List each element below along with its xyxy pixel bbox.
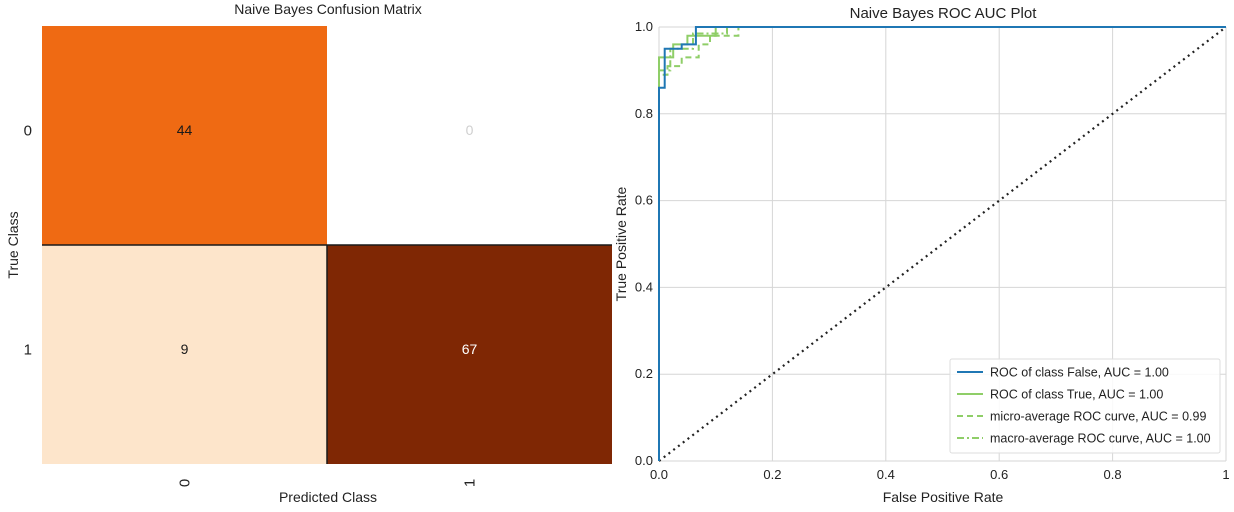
cm-cells: 44 0 9 67 (42, 26, 612, 464)
cm-xtick-1: 1 (462, 479, 479, 487)
roc-ytick-4: 0.8 (635, 106, 653, 121)
roc-series-line-0 (658, 26, 1226, 461)
roc-series (658, 26, 1227, 462)
roc-ytick-5: 1.0 (635, 19, 653, 34)
roc-legend: ROC of class False, AUC = 1.00 ROC of cla… (949, 358, 1221, 454)
roc-ytick-3: 0.6 (635, 193, 653, 208)
cm-cell-label-1-0: 9 (181, 341, 189, 357)
roc-title: Naive Bayes ROC AUC Plot (850, 5, 1038, 22)
roc-xtick-3: 0.6 (990, 467, 1008, 482)
roc-legend-label-1: ROC of class True, AUC = 1.00 (990, 388, 1163, 402)
confusion-matrix-chart: Naive Bayes Confusion Matrix 44 0 9 67 0 1 0 1… (5, 1, 612, 505)
roc-series-line-3 (658, 26, 1226, 461)
cm-cell-label-0-0: 44 (177, 122, 193, 138)
roc-xtick-2: 0.4 (877, 467, 895, 482)
cm-cell-label-1-1: 67 (462, 341, 478, 357)
cm-ytick-0: 0 (24, 122, 32, 139)
roc-legend-label-3: macro-average ROC curve, AUC = 1.00 (990, 432, 1211, 446)
roc-ytick-0: 0.0 (635, 453, 653, 468)
roc-ylabel: True Positive Rate (613, 186, 629, 301)
roc-xtick-1: 0.2 (763, 467, 781, 482)
roc-xlabel: False Positive Rate (883, 489, 1004, 505)
roc-xtick-0: 0.0 (650, 467, 668, 482)
roc-ytick-1: 0.2 (635, 366, 653, 381)
roc-xtick-5: 1 (1222, 467, 1229, 482)
cm-cell-1-1 (327, 245, 612, 464)
roc-reference-line (658, 26, 1227, 462)
roc-chart: Naive Bayes ROC AUC Plot 0.0 0.2 0.4 0.6 0.8… (613, 5, 1230, 505)
roc-ytick-2: 0.4 (635, 279, 653, 294)
roc-series-line-2 (658, 26, 1226, 461)
cm-ylabel: True Class (5, 211, 21, 278)
roc-legend-label-2: micro-average ROC curve, AUC = 0.99 (990, 410, 1206, 424)
roc-legend-label-0: ROC of class False, AUC = 1.00 (990, 366, 1169, 380)
cm-xlabel: Predicted Class (279, 489, 377, 505)
cm-tick-labels: 0 1 0 1 (24, 122, 479, 487)
roc-legend-box (949, 358, 1221, 454)
cm-cell-1-0 (42, 245, 327, 464)
roc-tick-labels: 0.0 0.2 0.4 0.6 0.8 1 0.0 0.2 0.4 0.6 0.8 1.0 (635, 19, 1230, 482)
cm-title: Naive Bayes Confusion Matrix (234, 1, 422, 17)
cm-xtick-0: 0 (177, 479, 194, 487)
cm-ytick-1: 1 (24, 341, 32, 358)
cm-cell-label-0-1: 0 (466, 122, 474, 138)
cm-cell-0-0 (42, 26, 327, 245)
roc-xtick-4: 0.8 (1104, 467, 1122, 482)
cm-cell-0-1 (327, 26, 612, 245)
